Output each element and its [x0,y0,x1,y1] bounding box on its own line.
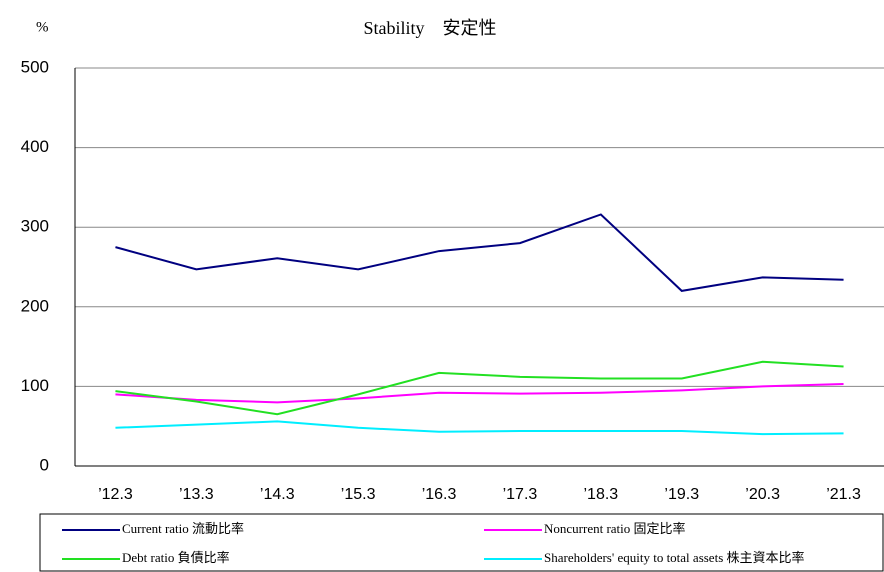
y-axis-unit: % [36,19,49,35]
y-tick-label: 100 [21,376,49,395]
x-tick-label: ’14.3 [260,486,295,503]
legend-label: Current ratio 流動比率 [122,521,244,536]
x-tick-label: ’20.3 [745,486,780,503]
line-series [115,360,844,416]
line-series [115,383,844,404]
x-tick-label: ’15.3 [341,486,376,503]
legend-box [39,513,884,572]
legend-label: Shareholders' equity to total assets 株主資… [544,550,805,565]
legend-label: Debt ratio 負債比率 [122,550,230,565]
y-tick-label: 200 [21,296,49,315]
line-series [115,420,844,436]
x-tick-label: ’12.3 [98,486,133,503]
line-series [115,213,844,292]
x-tick-label: ’13.3 [179,486,214,503]
x-tick-label: ’19.3 [664,486,699,503]
legend-label: Noncurrent ratio 固定比率 [544,521,686,536]
x-tick-label: ’21.3 [826,486,861,503]
x-tick-label: ’16.3 [422,486,457,503]
x-tick-label: ’17.3 [503,486,538,503]
chart-title: Stability 安定性 [363,18,496,38]
x-tick-label: ’18.3 [583,486,618,503]
y-tick-label: 400 [21,137,49,156]
y-tick-label: 500 [21,57,49,76]
y-tick-label: 300 [21,217,49,236]
y-tick-label: 0 [40,455,49,474]
